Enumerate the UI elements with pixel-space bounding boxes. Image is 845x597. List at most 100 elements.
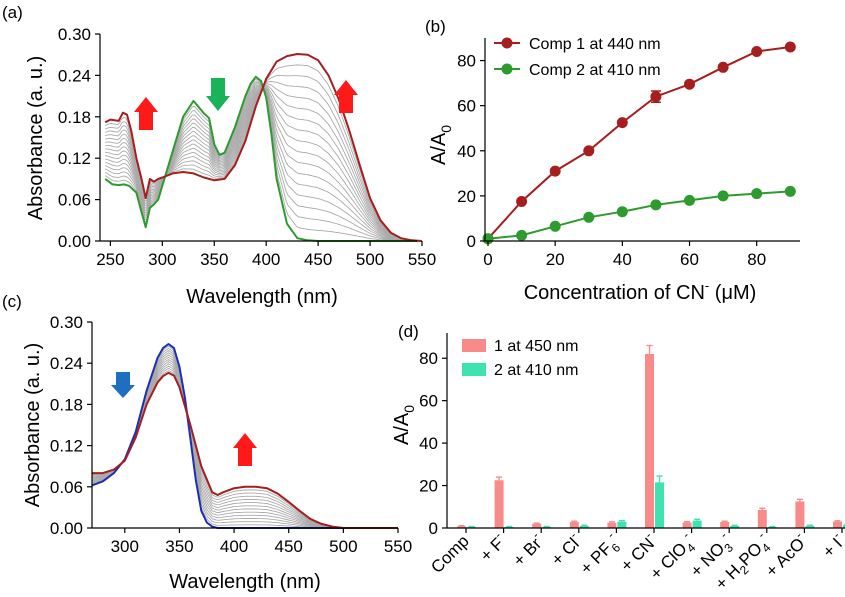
panel-b-label: (b) <box>425 17 446 36</box>
panel-a: (a) 250 300 350 400 450 500 550 0.00 0.06 0.12 0.… <box>2 3 436 308</box>
panel-c-y-tick-label: 0.06 <box>50 478 83 497</box>
panel-c-y-tick-label: 0.30 <box>50 313 83 332</box>
panel-d-y-tick-label: 40 <box>419 434 438 453</box>
legend-marker-comp2 <box>501 63 513 75</box>
category-label-sup: - <box>717 529 730 542</box>
intermediate-spectrum-2 <box>104 80 421 242</box>
bar-series-2 <box>655 482 664 528</box>
bar-series-1 <box>457 526 466 528</box>
panel-d-y-tick-label: 60 <box>419 392 438 411</box>
data-point-series-2 <box>784 185 796 197</box>
bar-series-1 <box>720 522 730 528</box>
panel-d-legend: 1 at 450 nm 2 at 410 nm <box>462 338 579 379</box>
bar-series-2 <box>805 525 815 528</box>
bar-series-1 <box>795 501 805 528</box>
panel-c-x-tick-label: 300 <box>111 537 139 556</box>
bar-series-1 <box>494 480 504 528</box>
data-point-series-2 <box>717 190 729 202</box>
legend-text-2: 2 at 410 nm <box>494 362 579 379</box>
panel-b-x-tick-label: 40 <box>613 250 632 269</box>
panel-b-y-tick-label: 60 <box>457 97 476 116</box>
data-point-series-2 <box>583 211 595 223</box>
panel-b-y-tick-label: 40 <box>457 142 476 161</box>
legend-text-comp1: Comp 1 at 440 nm <box>529 36 661 53</box>
category-label-sup: - <box>755 529 768 542</box>
bar-series-1 <box>757 509 767 528</box>
data-point-series-1 <box>751 46 763 57</box>
panel-b-y-tick-label: 80 <box>457 52 476 71</box>
panel-c-y-tick-label: 0.18 <box>50 395 83 414</box>
legend-marker-comp1 <box>501 37 513 49</box>
red-up-arrow-left <box>134 97 158 130</box>
data-point-series-2 <box>684 194 695 206</box>
legend-swatch-2 <box>462 363 486 376</box>
panel-a-x-tick-label: 450 <box>304 250 332 269</box>
panel-a-x-tick-label: 550 <box>408 250 436 269</box>
panel-c: (c) 300 350 400 450 500 550 0.00 0.06 0.12 0.18 0… <box>2 292 412 593</box>
panel-a-x-tick-label: 500 <box>356 250 384 269</box>
panel-a-y-tick-label: 0.18 <box>58 108 91 127</box>
series-line-1 <box>487 46 791 240</box>
bar-series-1 <box>833 521 842 528</box>
panel-c-x-tick-label: 350 <box>165 537 193 556</box>
data-point-series-1 <box>516 196 528 207</box>
bar-series-2 <box>617 521 627 528</box>
panel-b-x-label-unit: (μM) <box>709 282 756 304</box>
category-label: + Br- <box>507 529 548 570</box>
category-label: + I- <box>816 529 845 562</box>
series-line-2 <box>487 190 791 240</box>
panel-c-y-tick-label: 0.00 <box>50 519 83 538</box>
panel-b-legend: Comp 1 at 440 nm Comp 2 at 410 nm <box>494 36 661 79</box>
data-point-series-2 <box>549 220 561 232</box>
panel-d-y-tick-label: 20 <box>419 477 438 496</box>
category-label-text: Comp <box>427 531 473 577</box>
start-spectrum <box>104 75 422 242</box>
category-label-sup: - <box>604 529 617 542</box>
data-point-series-2 <box>650 199 662 211</box>
bar-series-2 <box>730 525 740 528</box>
panel-c-x-tick-label: 450 <box>275 537 303 556</box>
panel-d-y-label-main: A/A <box>391 412 413 445</box>
data-point-series-1 <box>717 61 729 73</box>
panel-c-y-tick-label: 0.24 <box>50 354 83 373</box>
data-point-series-2 <box>516 229 528 241</box>
panel-b-x-tick-label: 0 <box>483 250 492 269</box>
bar-series-1 <box>607 522 617 528</box>
panel-a-y-tick-label: 0.24 <box>58 66 91 85</box>
panel-b-x-tick-label: 80 <box>747 250 766 269</box>
green-down-arrow <box>206 78 230 111</box>
bar-series-2 <box>843 524 845 528</box>
panel-c-x-label: Wavelength (nm) <box>169 571 321 593</box>
panel-c-y-label: Absorbance (a. u.) <box>22 343 44 508</box>
blue-down-arrow <box>111 372 135 398</box>
legend-text-comp2: Comp 2 at 410 nm <box>529 62 661 79</box>
panel-a-y-tick-label: 0.00 <box>58 232 91 251</box>
panel-a-x-label: Wavelength (nm) <box>186 286 338 308</box>
panel-b-x-tick-label: 20 <box>546 250 565 269</box>
data-point-series-1 <box>549 165 561 177</box>
bar-series-1 <box>532 523 542 528</box>
panel-d-y-label: A/A0 <box>391 405 417 445</box>
panel-b-x-tick-label: 60 <box>680 250 699 269</box>
panel-d-y-tick-label: 80 <box>419 349 438 368</box>
category-label: + PF6- <box>574 529 626 581</box>
legend-text-1: 1 at 450 nm <box>494 338 579 355</box>
bar-series-1 <box>645 353 654 528</box>
panel-b-y-label-main: A/A <box>428 132 450 165</box>
panel-b-x-label-sup: - <box>705 278 709 293</box>
red-up-arrow <box>233 433 257 466</box>
category-label-sup: - <box>679 529 692 542</box>
end-spectrum <box>92 371 398 529</box>
panel-b-y-label: A/A0 <box>428 125 454 165</box>
legend-swatch-1 <box>462 339 486 352</box>
panel-d-y-label-sub: 0 <box>401 405 417 413</box>
panel-b-x-label: Concentration of CN- (μM) <box>524 278 757 304</box>
panel-a-y-tick-label: 0.30 <box>58 25 91 44</box>
panel-b: (b) 0 20 40 60 80 0 20 40 60 80 Concentration of… <box>425 17 800 304</box>
panel-a-y-label: Absorbance (a. u.) <box>25 56 47 221</box>
bar-series-1 <box>682 522 692 528</box>
panel-d-label: (d) <box>398 322 419 341</box>
bar-series-2 <box>579 525 589 528</box>
panel-a-x-tick-label: 300 <box>148 250 176 269</box>
